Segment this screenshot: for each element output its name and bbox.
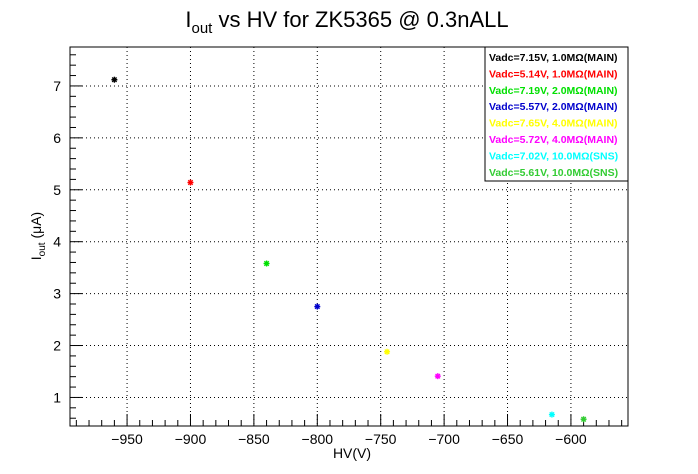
data-point-series-2 [263,260,270,267]
x-tick-label: −900 [175,431,207,447]
data-point-series-7 [580,416,587,423]
legend-entry: Vadc=7.02V, 10.0MΩ(SNS) [489,150,618,162]
data-point-series-3 [314,303,321,310]
y-tick-label: 1 [53,389,61,405]
data-points [111,76,587,423]
x-tick-label: −650 [492,431,524,447]
legend-entry: Vadc=5.61V, 10.0MΩ(SNS) [489,167,618,179]
legend-entry: Vadc=7.19V, 2.0MΩ(MAIN) [489,85,618,97]
data-point-series-1 [187,179,194,186]
data-point-series-6 [548,411,555,418]
x-tick-label: −750 [365,431,397,447]
x-tick-labels: −950 −900 −850 −800 −750 −700 −650 −600 [111,431,587,447]
ticks-layer [70,54,623,426]
y-tick-label: 2 [53,338,61,354]
data-point-series-4 [384,348,391,355]
legend-entries: Vadc=7.15V, 1.0MΩ(MAIN) Vadc=5.14V, 1.0MΩ… [489,52,618,179]
chart-title-rest: vs HV for ZK5365 @ 0.3nALL [212,7,508,32]
legend-entry: Vadc=5.72V, 4.0MΩ(MAIN) [489,134,618,146]
y-tick-label: 7 [53,78,61,94]
y-tick-label: 4 [53,234,61,250]
plot-frame [69,46,629,427]
data-point-series-0 [111,76,118,83]
legend-entry: Vadc=7.15V, 1.0MΩ(MAIN) [489,52,618,64]
x-tick-label: −850 [238,431,270,447]
y-axis-label-main: I [28,256,44,260]
chart-title-sub: out [192,20,214,37]
legend: Vadc=7.15V, 1.0MΩ(MAIN) Vadc=5.14V, 1.0MΩ… [484,46,629,182]
y-tick-label: 6 [53,130,61,146]
legend-box [484,46,629,182]
y-tick-label: 3 [53,286,61,302]
y-axis-label-rest: (μA) [28,212,44,243]
y-axis-label: Iout (μA) [28,212,48,260]
x-tick-label: −600 [555,431,587,447]
y-tick-label: 5 [53,182,61,198]
x-tick-label: −800 [302,431,334,447]
legend-entry: Vadc=5.57V, 2.0MΩ(MAIN) [489,101,618,113]
x-tick-label: −950 [111,431,143,447]
data-point-series-5 [434,373,441,380]
chart-title: Iout vs HV for ZK5365 @ 0.3nALL [185,7,508,37]
y-tick-labels: 1 2 3 4 5 6 7 [53,78,61,406]
chart-title-main: I [185,7,191,32]
x-tick-label: −700 [428,431,460,447]
x-axis-label: HV(V) [333,445,371,461]
legend-entry: Vadc=7.65V, 4.0MΩ(MAIN) [489,118,618,130]
y-axis-label-sub: out [37,242,48,256]
legend-entry: Vadc=5.14V, 1.0MΩ(MAIN) [489,68,618,80]
